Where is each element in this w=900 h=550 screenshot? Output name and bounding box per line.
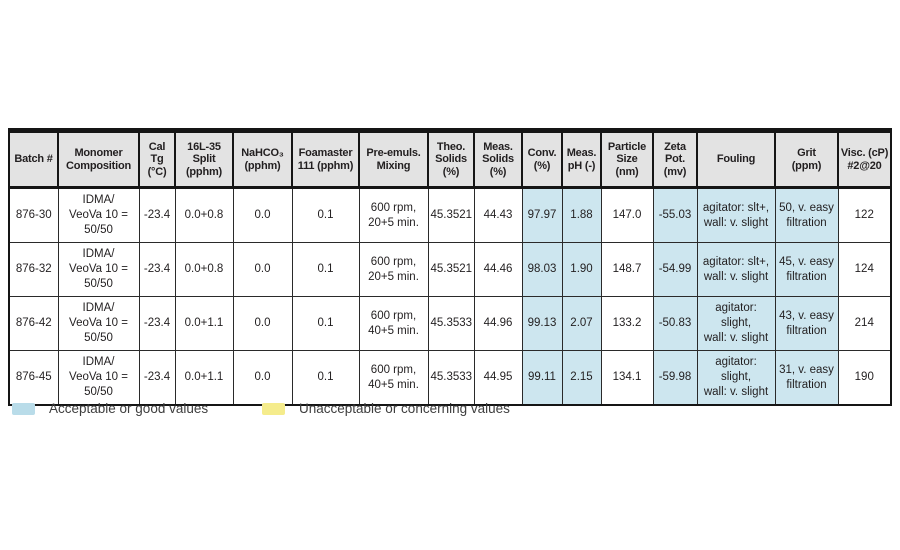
- table-row: 876-30 IDMA/ VeoVa 10 = 50/50 -23.4 0.0+0.8…: [8, 187, 892, 243]
- acceptable-values-swatch: [12, 402, 35, 415]
- cell-split: 0.0+1.1: [174, 350, 234, 406]
- cell-zeta-pot: -55.03: [652, 187, 698, 243]
- cell-split: 0.0+0.8: [174, 187, 234, 243]
- cell-meas-ph: 2.07: [561, 296, 602, 351]
- table-row: 876-32 IDMA/ VeoVa 10 = 50/50 -23.4 0.0+0.8…: [8, 242, 892, 297]
- cell-meas-solids: 44.95: [473, 350, 523, 406]
- cell-particle-size: 147.0: [600, 187, 654, 243]
- cell-theo-solids: 45.3533: [427, 350, 475, 406]
- cell-pre-emuls: 600 rpm, 20+5 min.: [358, 242, 429, 297]
- cell-visc: 122: [837, 187, 892, 243]
- cell-meas-ph: 1.88: [561, 187, 602, 243]
- cell-monomer: IDMA/ VeoVa 10 = 50/50: [57, 296, 140, 351]
- cell-foamaster: 0.1: [291, 187, 360, 243]
- cell-particle-size: 134.1: [600, 350, 654, 406]
- cell-cal-tg: -23.4: [138, 242, 176, 297]
- cell-cal-tg: -23.4: [138, 296, 176, 351]
- column-header-split: 16L-35 Split (pphm): [174, 129, 234, 189]
- column-header-monomer: Monomer Composition: [57, 129, 140, 189]
- cell-zeta-pot: -54.99: [652, 242, 698, 297]
- cell-pre-emuls: 600 rpm, 40+5 min.: [358, 296, 429, 351]
- column-header-theo-solids: Theo. Solids (%): [427, 129, 475, 189]
- cell-foamaster: 0.1: [291, 296, 360, 351]
- cell-visc: 190: [837, 350, 892, 406]
- column-header-pre-emuls: Pre-emuls. Mixing: [358, 129, 429, 189]
- column-header-meas-ph: Meas. pH (-): [561, 129, 602, 189]
- cell-visc: 124: [837, 242, 892, 297]
- cell-particle-size: 148.7: [600, 242, 654, 297]
- cell-batch: 876-30: [8, 187, 59, 243]
- cell-monomer: IDMA/ VeoVa 10 = 50/50: [57, 187, 140, 243]
- cell-cal-tg: -23.4: [138, 350, 176, 406]
- column-header-particle-size: Particle Size (nm): [600, 129, 654, 189]
- cell-cal-tg: -23.4: [138, 187, 176, 243]
- unacceptable-values-swatch: [262, 402, 285, 415]
- cell-grit: 31, v. easy filtration: [774, 350, 839, 406]
- cell-nahco3: 0.0: [232, 242, 293, 297]
- cell-conv: 97.97: [521, 187, 563, 243]
- cell-fouling: agitator: slight, wall: v. slight: [696, 350, 776, 406]
- column-header-grit: Grit (ppm): [774, 129, 839, 189]
- table-header-row: Batch # Monomer Composition Cal Tg (°C) 16L…: [8, 129, 892, 189]
- cell-nahco3: 0.0: [232, 350, 293, 406]
- results-table: Batch # Monomer Composition Cal Tg (°C) 16L…: [8, 128, 892, 406]
- column-header-fouling: Fouling: [696, 129, 776, 189]
- column-header-batch: Batch #: [8, 129, 59, 189]
- cell-meas-solids: 44.96: [473, 296, 523, 351]
- cell-theo-solids: 45.3521: [427, 242, 475, 297]
- cell-fouling: agitator: slt+, wall: v. slight: [696, 187, 776, 243]
- cell-grit: 50, v. easy filtration: [774, 187, 839, 243]
- cell-batch: 876-42: [8, 296, 59, 351]
- cell-fouling: agitator: slt+, wall: v. slight: [696, 242, 776, 297]
- cell-meas-ph: 1.90: [561, 242, 602, 297]
- cell-nahco3: 0.0: [232, 187, 293, 243]
- cell-theo-solids: 45.3521: [427, 187, 475, 243]
- table-row: 876-42 IDMA/ VeoVa 10 = 50/50 -23.4 0.0+1.1…: [8, 296, 892, 351]
- cell-grit: 43, v. easy filtration: [774, 296, 839, 351]
- cell-visc: 214: [837, 296, 892, 351]
- cell-meas-ph: 2.15: [561, 350, 602, 406]
- cell-meas-solids: 44.46: [473, 242, 523, 297]
- legend-item-acceptable: Acceptable or good values: [12, 401, 208, 416]
- cell-zeta-pot: -50.83: [652, 296, 698, 351]
- cell-pre-emuls: 600 rpm, 20+5 min.: [358, 187, 429, 243]
- table-header: Batch # Monomer Composition Cal Tg (°C) 16L…: [8, 129, 892, 189]
- table-body: 876-30 IDMA/ VeoVa 10 = 50/50 -23.4 0.0+0.8…: [8, 187, 892, 406]
- column-header-foamaster: Foamaster 111 (pphm): [291, 129, 360, 189]
- column-header-nahco3: NaHCO₃ (pphm): [232, 129, 293, 189]
- cell-batch: 876-32: [8, 242, 59, 297]
- cell-conv: 99.11: [521, 350, 563, 406]
- column-header-meas-solids: Meas. Solids (%): [473, 129, 523, 189]
- cell-foamaster: 0.1: [291, 242, 360, 297]
- cell-monomer: IDMA/ VeoVa 10 = 50/50: [57, 242, 140, 297]
- cell-nahco3: 0.0: [232, 296, 293, 351]
- cell-conv: 98.03: [521, 242, 563, 297]
- column-header-visc: Visc. (cP) #2@20: [837, 129, 892, 189]
- cell-conv: 99.13: [521, 296, 563, 351]
- cell-zeta-pot: -59.98: [652, 350, 698, 406]
- cell-pre-emuls: 600 rpm, 40+5 min.: [358, 350, 429, 406]
- cell-foamaster: 0.1: [291, 350, 360, 406]
- column-header-conv: Conv. (%): [521, 129, 563, 189]
- acceptable-values-label: Acceptable or good values: [49, 401, 209, 416]
- legend-item-unacceptable: Unacceptable or concerning values: [262, 401, 510, 416]
- cell-batch: 876-45: [8, 350, 59, 406]
- cell-split: 0.0+0.8: [174, 242, 234, 297]
- cell-fouling: agitator: slight, wall: v. slight: [696, 296, 776, 351]
- cell-monomer: IDMA/ VeoVa 10 = 50/50: [57, 350, 140, 406]
- table-row: 876-45 IDMA/ VeoVa 10 = 50/50 -23.4 0.0+1.1…: [8, 350, 892, 406]
- cell-split: 0.0+1.1: [174, 296, 234, 351]
- cell-grit: 45, v. easy filtration: [774, 242, 839, 297]
- unacceptable-values-label: Unacceptable or concerning values: [299, 401, 510, 416]
- column-header-cal-tg: Cal Tg (°C): [138, 129, 176, 189]
- cell-theo-solids: 45.3533: [427, 296, 475, 351]
- cell-meas-solids: 44.43: [473, 187, 523, 243]
- column-header-zeta-pot: Zeta Pot. (mv): [652, 129, 698, 189]
- cell-particle-size: 133.2: [600, 296, 654, 351]
